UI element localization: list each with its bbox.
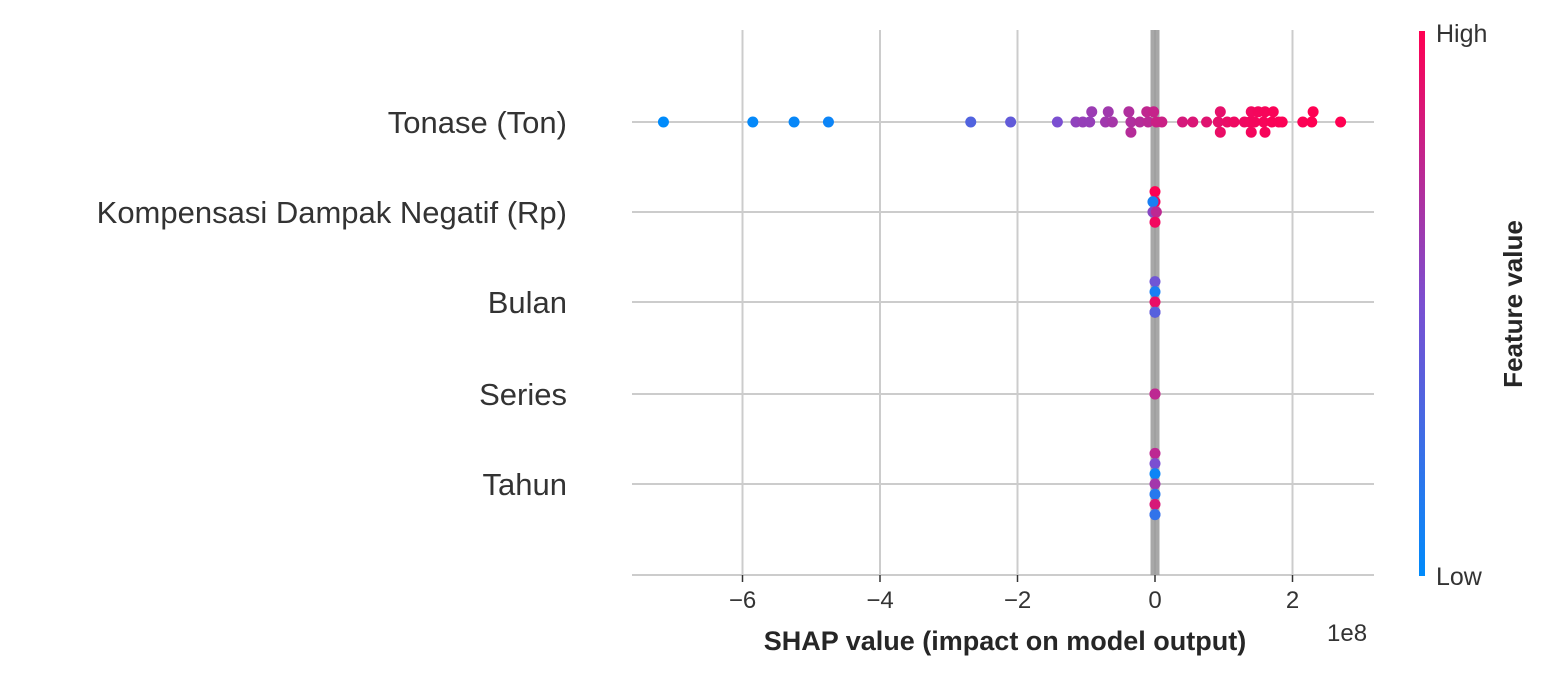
shap-point xyxy=(1267,106,1279,118)
shap-point xyxy=(1201,116,1213,128)
shap-point xyxy=(657,116,669,128)
x-tick-label: −2 xyxy=(1004,587,1031,614)
shap-point xyxy=(1149,286,1161,298)
colorbar xyxy=(1419,31,1425,576)
shap-point xyxy=(1149,306,1161,318)
shap-point xyxy=(1212,116,1224,128)
shap-point xyxy=(1149,498,1161,510)
shap-point xyxy=(1214,126,1226,138)
shap-point xyxy=(1149,488,1161,500)
colorbar-low-label: Low xyxy=(1436,563,1483,591)
shap-point xyxy=(1149,388,1161,400)
shap-point xyxy=(1149,458,1161,470)
x-tick-label: 0 xyxy=(1148,587,1161,614)
shap-point xyxy=(1147,196,1159,208)
shap-point xyxy=(1051,116,1063,128)
shap-point xyxy=(1102,106,1114,118)
shap-point xyxy=(1149,468,1161,480)
feature-label: Series xyxy=(479,377,567,412)
shap-point xyxy=(1150,206,1162,218)
shap-point xyxy=(1005,116,1017,128)
x-axis-offset-text: 1e8 xyxy=(1327,620,1367,647)
shap-point xyxy=(1258,116,1270,128)
shap-point xyxy=(1123,106,1135,118)
shap-point xyxy=(1125,126,1137,138)
colorbar-title: Feature value xyxy=(1498,220,1528,388)
shap-point xyxy=(1148,106,1160,118)
shap-points xyxy=(657,106,1347,521)
shap-point xyxy=(1276,116,1288,128)
colorbar-high-label: High xyxy=(1436,20,1487,48)
shap-point xyxy=(1134,116,1146,128)
shap-point xyxy=(1187,116,1199,128)
shap-point xyxy=(1084,116,1096,128)
shap-point xyxy=(1106,116,1118,128)
feature-label: Bulan xyxy=(488,285,567,320)
shap-point xyxy=(1259,106,1271,118)
shap-point xyxy=(1086,106,1098,118)
x-tick-label: −4 xyxy=(866,587,893,614)
feature-label: Tonase (Ton) xyxy=(388,105,567,140)
feature-label: Kompensasi Dampak Negatif (Rp) xyxy=(97,195,567,230)
shap-point xyxy=(1307,106,1319,118)
shap-point xyxy=(1149,186,1161,198)
shap-point xyxy=(1149,447,1161,459)
feature-label: Tahun xyxy=(483,467,567,502)
shap-point xyxy=(1149,216,1161,228)
shap-point xyxy=(1177,116,1188,128)
x-axis-ticks: −6 −4 −2 0 2 xyxy=(729,575,1299,614)
x-axis-title: SHAP value (impact on model output) xyxy=(764,626,1247,656)
shap-point xyxy=(1125,116,1137,128)
x-tick-label: 2 xyxy=(1286,587,1299,614)
shap-point xyxy=(1245,126,1257,138)
shap-point xyxy=(747,116,759,128)
shap-point xyxy=(1306,116,1318,128)
shap-point xyxy=(1297,116,1309,128)
shap-point xyxy=(1214,106,1226,118)
shap-point xyxy=(1156,116,1168,128)
shap-point xyxy=(1259,126,1271,138)
x-tick-label: −6 xyxy=(729,587,756,614)
shap-point xyxy=(965,116,977,128)
shap-point xyxy=(1228,116,1240,128)
shap-point xyxy=(1142,116,1154,128)
shap-point xyxy=(1149,276,1161,288)
shap-point xyxy=(1149,509,1161,521)
shap-point xyxy=(1149,296,1161,308)
shap-point xyxy=(788,116,800,128)
shap-point xyxy=(1149,478,1161,490)
shap-point xyxy=(1249,116,1261,128)
feature-rows: Tonase (Ton) Kompensasi Dampak Negatif (R… xyxy=(97,30,1374,575)
shap-point xyxy=(822,116,834,128)
shap-point xyxy=(1335,116,1347,128)
